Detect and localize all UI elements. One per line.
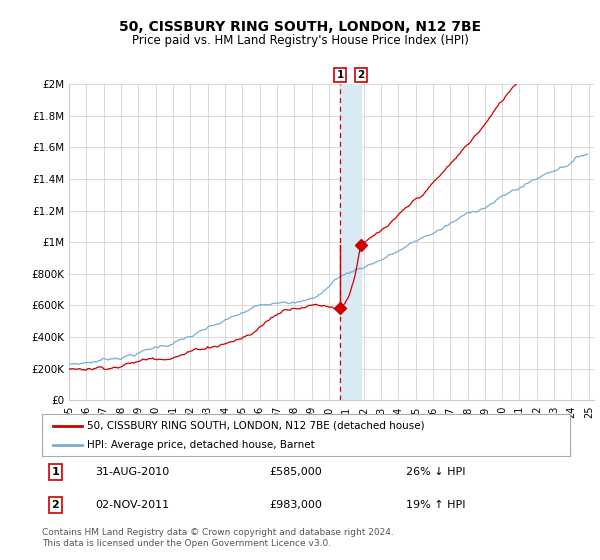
Text: HPI: Average price, detached house, Barnet: HPI: Average price, detached house, Barn… xyxy=(87,440,314,450)
Text: 26% ↓ HPI: 26% ↓ HPI xyxy=(406,467,466,477)
Text: 2: 2 xyxy=(52,500,59,510)
Text: Price paid vs. HM Land Registry's House Price Index (HPI): Price paid vs. HM Land Registry's House … xyxy=(131,34,469,46)
Text: 50, CISSBURY RING SOUTH, LONDON, N12 7BE: 50, CISSBURY RING SOUTH, LONDON, N12 7BE xyxy=(119,20,481,34)
Bar xyxy=(340,84,361,400)
Text: £983,000: £983,000 xyxy=(269,500,322,510)
Text: 50, CISSBURY RING SOUTH, LONDON, N12 7BE (detached house): 50, CISSBURY RING SOUTH, LONDON, N12 7BE… xyxy=(87,421,425,431)
Text: £585,000: £585,000 xyxy=(269,467,322,477)
Text: 1: 1 xyxy=(337,70,344,80)
Text: 1: 1 xyxy=(52,467,59,477)
Text: 02-NOV-2011: 02-NOV-2011 xyxy=(95,500,169,510)
Text: 19% ↑ HPI: 19% ↑ HPI xyxy=(406,500,466,510)
Text: 2: 2 xyxy=(357,70,364,80)
Text: Contains HM Land Registry data © Crown copyright and database right 2024.
This d: Contains HM Land Registry data © Crown c… xyxy=(42,528,394,548)
Text: 31-AUG-2010: 31-AUG-2010 xyxy=(95,467,169,477)
